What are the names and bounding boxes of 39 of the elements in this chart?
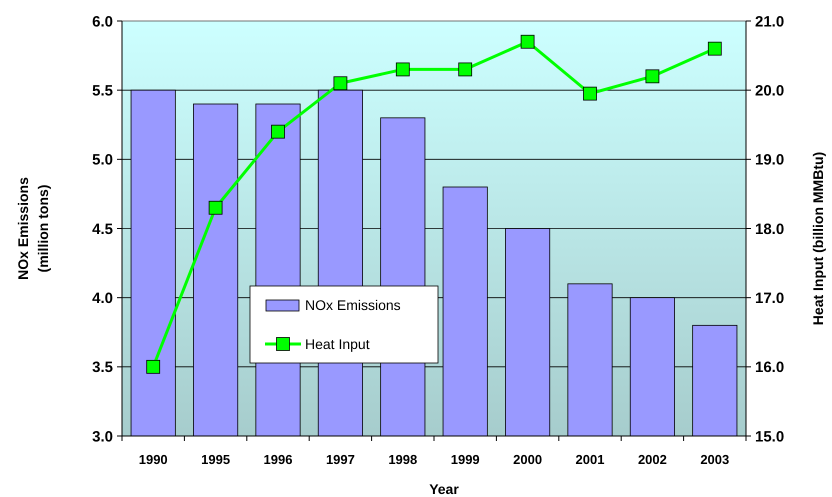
y2-tick-label: 16.0 (755, 359, 784, 376)
legend-label: Heat Input (305, 336, 370, 352)
y-tick-label: 3.5 (92, 359, 113, 376)
y2-tick-label: 19.0 (755, 152, 784, 169)
x-tick-label: 1999 (450, 452, 480, 467)
y-tick-label: 6.0 (92, 13, 113, 30)
legend-label: NOx Emissions (305, 296, 401, 313)
x-tick-label: 1996 (264, 452, 292, 467)
y2-tick-label: 17.0 (755, 290, 784, 307)
x-tick-label: 2002 (638, 452, 667, 467)
y-tick-label: 4.0 (92, 290, 113, 307)
point (458, 62, 472, 76)
point (583, 86, 597, 101)
x-tick-label: 1990 (138, 452, 168, 467)
y2-axis-title: Heat Input (billion MMBtu) (810, 152, 826, 326)
y-axis-title: NOx Emissions (million tons) (15, 176, 51, 280)
x-tick-label: 2000 (513, 452, 542, 467)
point (146, 360, 160, 374)
y2-tick-label: 21.0 (755, 13, 784, 30)
point (396, 62, 410, 76)
y2-tick-label: 18.0 (755, 220, 784, 238)
point (646, 69, 660, 84)
x-tick-label: 1997 (326, 452, 355, 467)
point (520, 34, 534, 49)
point (271, 124, 285, 139)
y-tick-label: 5.5 (92, 82, 113, 100)
x-tick-label: 2001 (576, 452, 604, 467)
y-tick-label: 3.0 (92, 428, 113, 446)
point (334, 76, 348, 90)
x-tick-label: 1995 (201, 452, 230, 467)
x-axis-title: Year (429, 481, 460, 497)
point (708, 42, 722, 56)
y-tick-label: 4.5 (92, 220, 113, 238)
x-tick-label: 2003 (700, 452, 730, 467)
y2-tick-label: 15.0 (755, 428, 784, 446)
point (208, 200, 222, 215)
x-tick-label: 1998 (388, 452, 418, 467)
y-tick-label: 5.0 (92, 152, 113, 169)
y2-tick-label: 20.0 (755, 82, 784, 100)
